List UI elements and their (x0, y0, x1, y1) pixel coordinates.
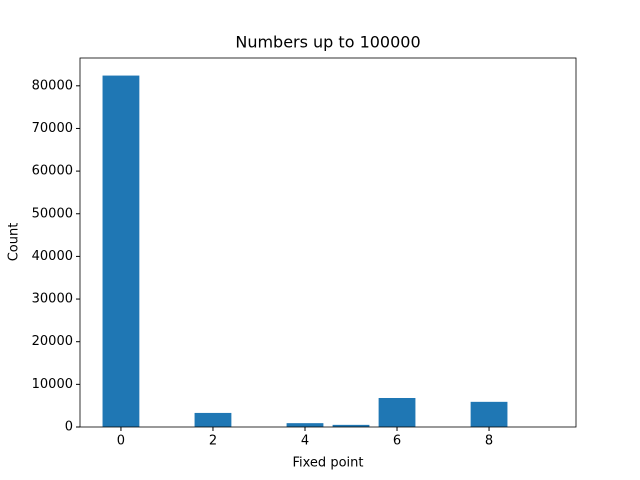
y-tick-label: 80000 (32, 78, 73, 93)
bar (470, 401, 508, 427)
bar (332, 424, 370, 427)
x-tick-label: 2 (209, 434, 217, 449)
x-axis-label: Fixed point (293, 456, 364, 471)
x-tick-label: 8 (485, 434, 493, 449)
y-tick-label: 10000 (32, 377, 73, 392)
bar (194, 412, 232, 427)
y-tick-label: 40000 (32, 249, 73, 264)
axes-frame (79, 57, 577, 428)
y-axis-label: Count (7, 223, 22, 262)
bar (378, 397, 416, 427)
y-tick-label: 50000 (32, 206, 73, 221)
chart-title: Numbers up to 100000 (235, 33, 420, 52)
y-tick-label: 20000 (32, 334, 73, 349)
y-tick-label: 0 (65, 420, 73, 435)
y-tick-label: 60000 (32, 164, 73, 179)
x-tick-label: 6 (393, 434, 401, 449)
x-tick-label: 0 (117, 434, 125, 449)
y-tick-label: 70000 (32, 121, 73, 136)
y-tick-label: 30000 (32, 292, 73, 307)
bar (286, 423, 324, 427)
x-tick-label: 4 (301, 434, 309, 449)
bar (102, 75, 140, 428)
